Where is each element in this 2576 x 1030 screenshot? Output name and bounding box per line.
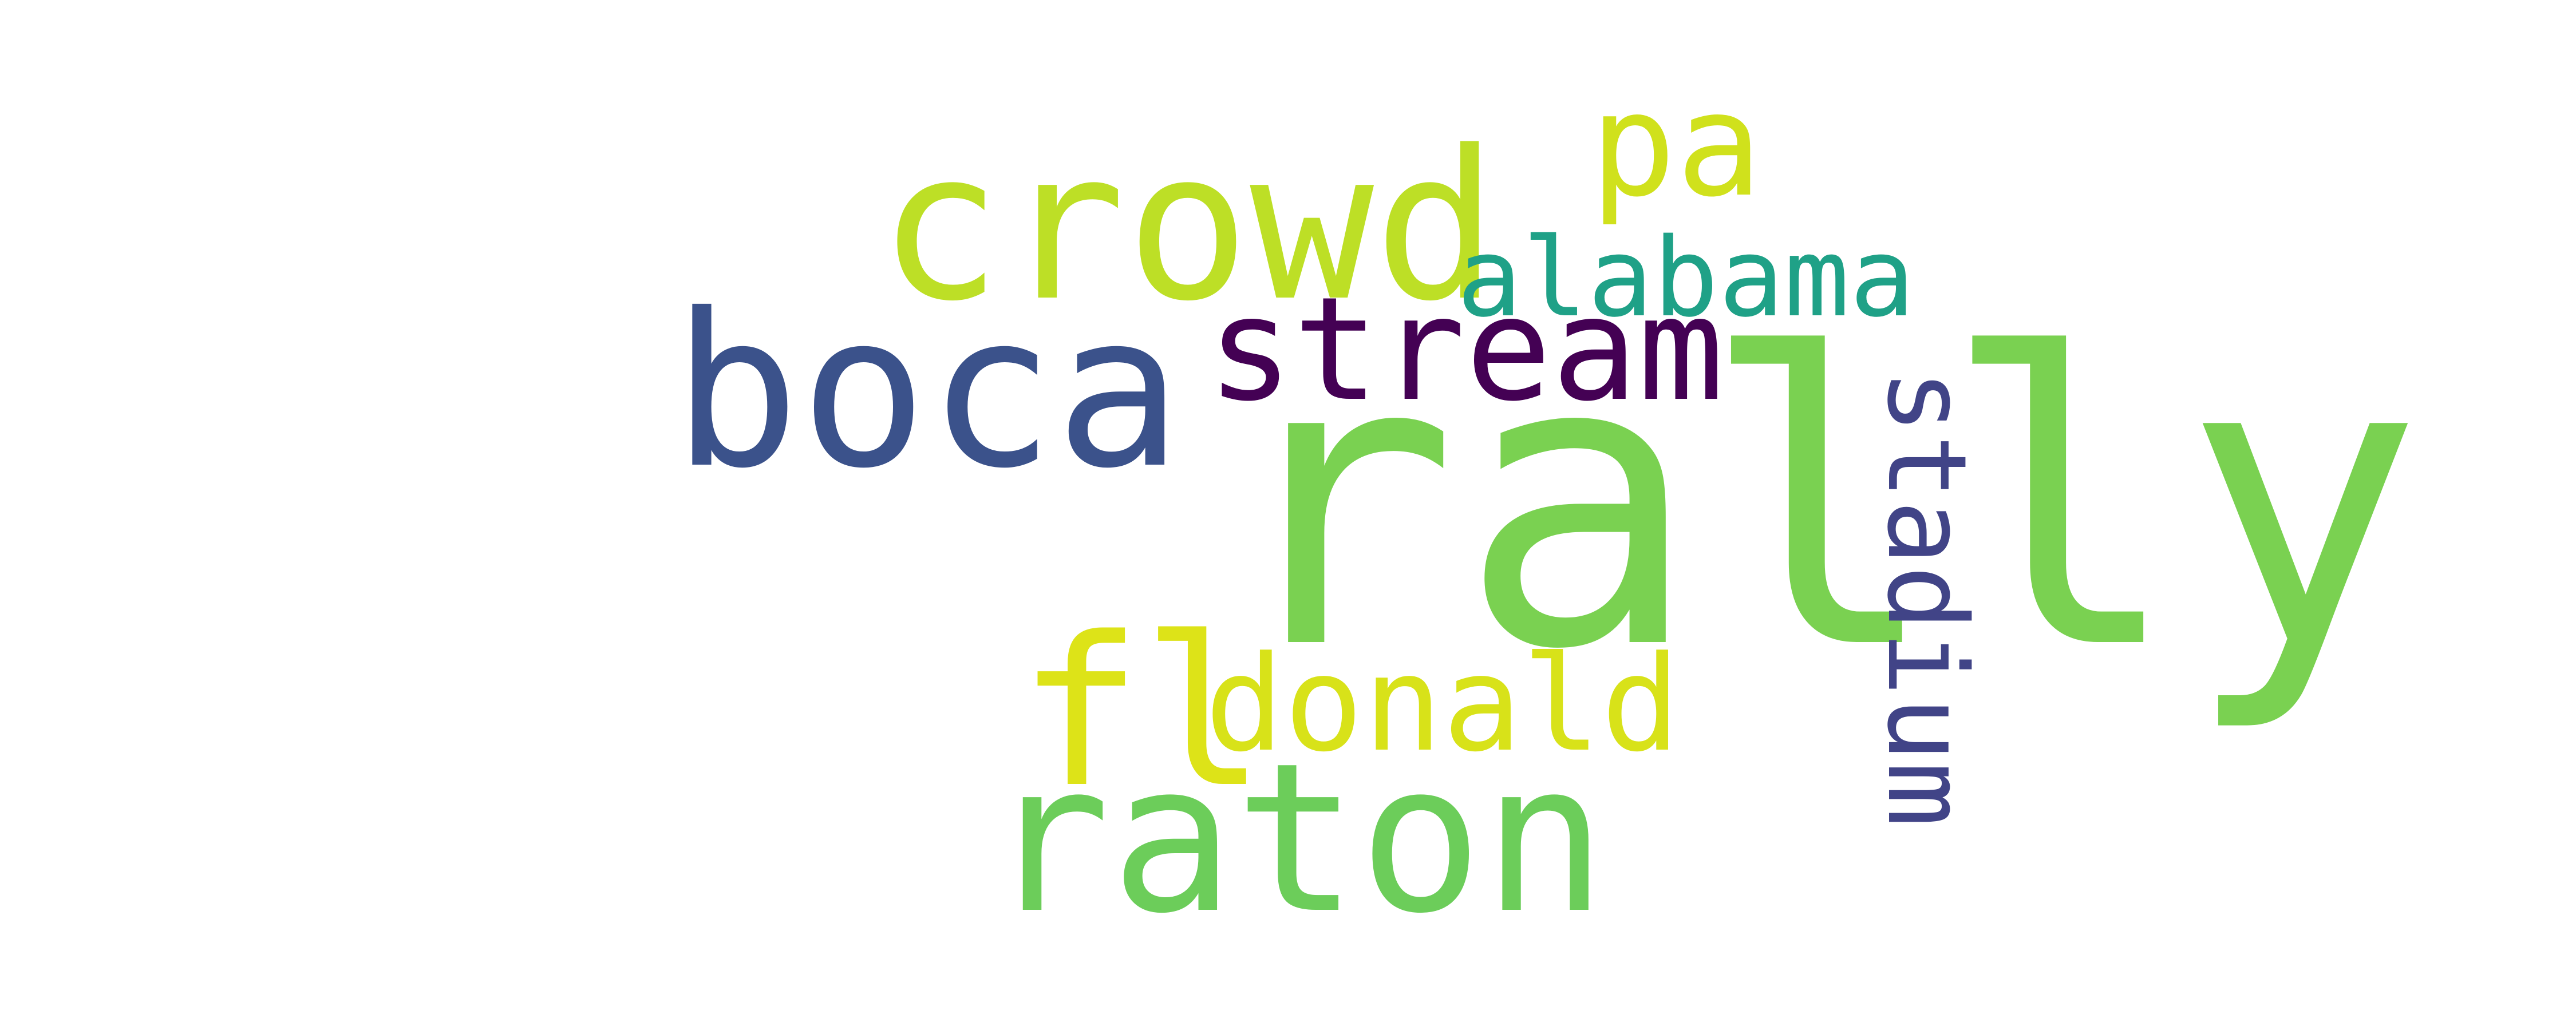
word-alabama: alabama bbox=[1457, 215, 1915, 341]
word-donald: donald bbox=[1205, 628, 1681, 781]
word-rally: rally bbox=[1217, 271, 2423, 737]
word-stadium: stadium bbox=[1863, 369, 1990, 827]
word-stream: stream bbox=[1207, 266, 1724, 433]
word-raton: raton bbox=[986, 719, 1607, 958]
word-crowd: crowd bbox=[878, 106, 1498, 346]
word-fl: fl bbox=[1018, 593, 1266, 833]
word-boca: boca bbox=[672, 269, 1182, 515]
word-pa: pa bbox=[1590, 62, 1762, 228]
